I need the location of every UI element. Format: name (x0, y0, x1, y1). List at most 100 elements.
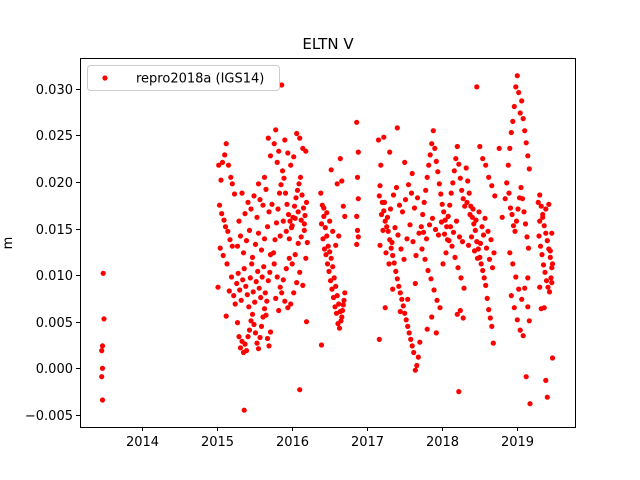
data-point (443, 250, 449, 256)
data-point (298, 217, 304, 223)
data-point (545, 284, 551, 290)
data-point (328, 167, 334, 173)
data-point (548, 275, 554, 281)
data-point (228, 174, 234, 180)
data-point (510, 223, 517, 229)
data-point (294, 187, 301, 193)
y-axis: −0.005 0.000 0.005 0.010 0.015 0.020 0.025 0.03… (25, 83, 80, 424)
data-point (227, 237, 233, 243)
data-point (540, 262, 547, 268)
data-point (544, 394, 550, 400)
data-point (257, 334, 263, 341)
data-point (478, 261, 484, 267)
data-point (402, 159, 408, 165)
data-point (277, 233, 283, 239)
data-point (286, 236, 292, 242)
data-point (225, 228, 231, 234)
data-point (263, 186, 269, 192)
data-point (378, 211, 385, 218)
data-point (245, 334, 251, 340)
data-point (267, 269, 273, 275)
series-0 (99, 73, 556, 413)
data-point (297, 174, 304, 180)
data-point (229, 181, 235, 187)
data-point (326, 268, 332, 274)
data-point (396, 202, 403, 208)
data-point (489, 265, 496, 271)
data-point (266, 209, 272, 215)
data-point (513, 84, 519, 90)
data-point (514, 73, 520, 79)
data-point (432, 226, 439, 233)
data-point (441, 231, 448, 237)
data-point (537, 218, 543, 224)
y-tick-label: 0.025 (36, 129, 73, 144)
data-point (241, 266, 247, 272)
data-point (288, 162, 294, 168)
data-point (234, 243, 241, 249)
data-point (376, 336, 382, 342)
data-point (398, 246, 404, 252)
data-point (274, 274, 280, 280)
data-point (258, 294, 264, 301)
x-axis: 2014 2015 2016 2017 2018 2019 (126, 427, 534, 450)
y-tick-label: 0.000 (36, 362, 73, 377)
data-point (384, 224, 390, 230)
data-point (520, 333, 526, 339)
data-point (387, 149, 393, 155)
data-point (339, 178, 345, 184)
y-tick-label: 0.005 (36, 316, 73, 331)
data-point (420, 229, 427, 235)
data-point (492, 193, 498, 199)
data-point (524, 234, 530, 240)
plot-area (99, 73, 556, 413)
data-point (228, 274, 235, 280)
data-point (399, 209, 406, 215)
data-point (456, 389, 462, 395)
data-point (242, 211, 248, 217)
data-point (417, 339, 423, 345)
data-point (382, 218, 388, 224)
x-tick-label: 2014 (126, 435, 159, 450)
data-point (525, 304, 531, 310)
data-point (339, 307, 346, 314)
data-point (276, 190, 283, 196)
data-point (487, 315, 493, 321)
data-point (331, 275, 337, 281)
data-point (222, 224, 229, 230)
data-point (414, 362, 420, 369)
data-point (236, 334, 242, 340)
data-point (537, 284, 543, 290)
data-point (237, 233, 244, 239)
data-point (234, 320, 241, 326)
data-point (378, 162, 384, 168)
data-point (281, 175, 287, 181)
data-point (336, 325, 343, 331)
data-point (439, 201, 445, 207)
data-point (282, 137, 288, 143)
data-point (525, 153, 531, 159)
data-point (506, 190, 512, 196)
data-point (318, 190, 324, 196)
data-point (237, 345, 244, 351)
data-point (541, 305, 547, 311)
data-point (390, 286, 396, 292)
data-point (399, 296, 405, 302)
data-point (255, 181, 262, 187)
data-point (391, 260, 397, 266)
data-point (401, 256, 407, 262)
data-point (235, 270, 241, 276)
data-point (301, 227, 307, 233)
data-point (486, 174, 492, 180)
data-point (441, 209, 447, 215)
data-point (509, 211, 515, 218)
data-point (328, 255, 334, 261)
data-point (520, 116, 526, 122)
data-point (409, 170, 415, 177)
data-point (471, 221, 477, 227)
data-point (461, 285, 467, 291)
data-point (463, 165, 469, 171)
data-point (411, 349, 417, 356)
data-point (330, 228, 336, 234)
